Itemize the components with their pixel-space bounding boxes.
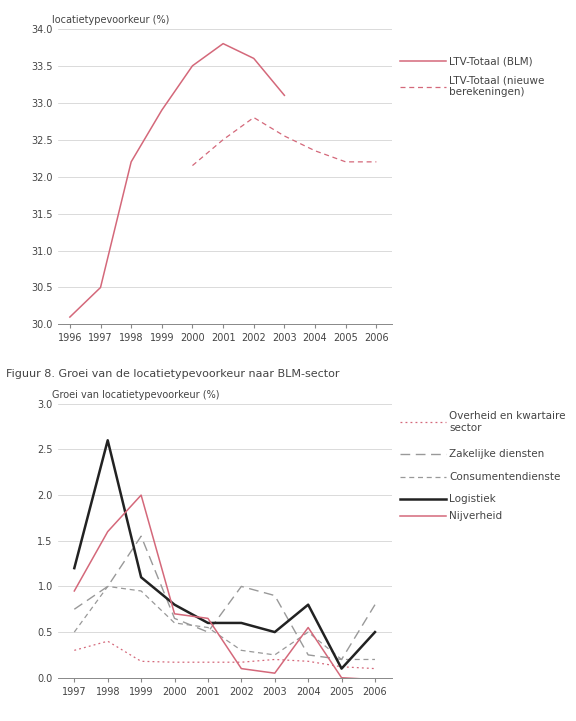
Text: Nijverheid: Nijverheid [449, 510, 502, 521]
Text: Groei van locatietypevoorkeur (%): Groei van locatietypevoorkeur (%) [52, 390, 219, 400]
Text: locatietypevoorkeur (%): locatietypevoorkeur (%) [52, 15, 169, 25]
Text: Logistiek: Logistiek [449, 494, 496, 504]
Text: Consumentendienste: Consumentendienste [449, 472, 560, 482]
Text: LTV-Totaal (nieuwe
berekeningen): LTV-Totaal (nieuwe berekeningen) [449, 76, 545, 97]
Text: Overheid en kwartaire
sector: Overheid en kwartaire sector [449, 411, 566, 433]
Text: LTV-Totaal (BLM): LTV-Totaal (BLM) [449, 56, 533, 66]
Text: Figuur 8. Groei van de locatietypevoorkeur naar BLM-sector: Figuur 8. Groei van de locatietypevoorke… [6, 368, 339, 379]
Text: Zakelijke diensten: Zakelijke diensten [449, 449, 544, 459]
